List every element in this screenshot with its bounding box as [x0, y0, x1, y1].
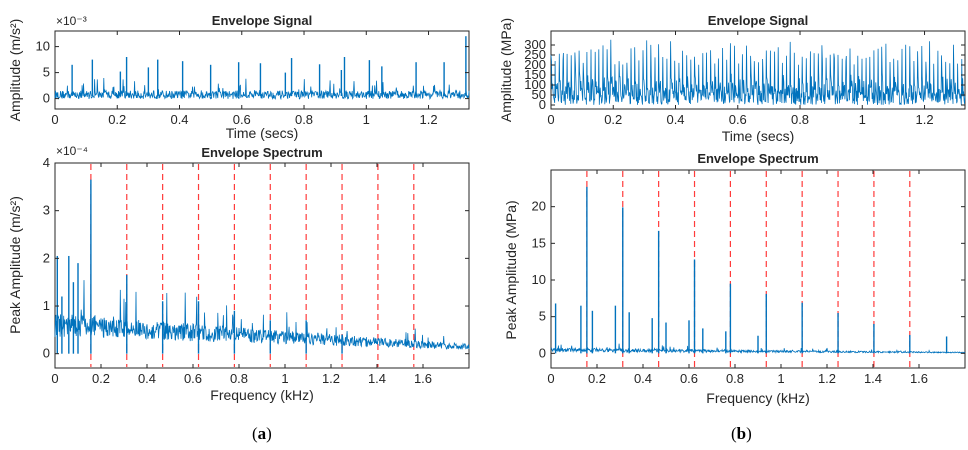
series-line: [550, 39, 966, 106]
x-tick-label: 0: [51, 371, 58, 386]
caption-label: a: [257, 424, 267, 443]
plot-b-signal: Envelope Signal 0 0.2 0.4 0.6 0.8 1 1.2 050100…: [498, 13, 966, 144]
x-axis-label: Frequency (kHz): [210, 387, 313, 403]
y-tick-label: 300: [524, 37, 546, 52]
y-axis-label: Peak Amplitude (m/s²): [7, 196, 23, 334]
y-tick-label: 250: [524, 47, 546, 62]
x-ticks: 0 0.2 0.4 0.6 0.8 1 1.2 1.4 1.6: [547, 170, 928, 386]
x-ticks: 0 0.2 0.4 0.6 0.8 1 1.2 1.4 1.6: [51, 163, 432, 386]
x-tick-label: 0.2: [92, 371, 110, 386]
x-tick-label: 0.8: [295, 112, 313, 127]
x-tick-label: 0.4: [170, 112, 188, 127]
x-tick-label: 0.6: [233, 112, 251, 127]
plot-area: [550, 169, 966, 369]
x-axis-label: Frequency (kHz): [706, 390, 809, 406]
exponent-label: ×10⁻⁴: [56, 144, 88, 158]
harmonic-markers: [90, 164, 415, 367]
plot-a-spectrum: Envelope Spectrum ×10⁻⁴ 0 0.2 0.4 0.6 0.8 1 1.…: [7, 144, 470, 403]
x-axis-label: Time (secs): [722, 128, 795, 144]
x-tick-label: 1.4: [864, 371, 882, 386]
plot-b-spectrum: Envelope Spectrum 0 0.2 0.4 0.6 0.8 1 1.2 1.4 1.…: [503, 151, 966, 406]
y-tick-label: 0: [43, 91, 50, 106]
caption-close: ): [266, 424, 272, 443]
x-tick-label: 0.2: [588, 371, 606, 386]
caption-open: (: [731, 424, 737, 443]
y-tick-label: 150: [524, 67, 546, 82]
plot-title: Envelope Spectrum: [201, 145, 322, 160]
y-tick-label: 3: [43, 203, 50, 218]
y-tick-label: 20: [532, 199, 546, 214]
plot-a-signal: Envelope Signal ×10⁻³ 0 0.2 0.4 0.6 0.8 1 1.2 …: [7, 13, 470, 141]
series-line: [54, 77, 470, 101]
y-tick-label: 0: [539, 345, 546, 360]
spectrum-trace: [550, 186, 966, 354]
plot-area: [54, 162, 470, 369]
y-tick-label: 10: [36, 39, 50, 54]
x-tick-label: 0.2: [604, 112, 622, 127]
plot-title: Envelope Signal: [708, 13, 808, 28]
x-tick-label: 0.8: [230, 371, 248, 386]
series-line: [54, 280, 470, 351]
x-tick-label: 0: [51, 112, 58, 127]
y-tick-label: 1: [43, 298, 50, 313]
caption-close: ): [746, 424, 752, 443]
x-tick-label: 1: [777, 371, 784, 386]
y-tick-label: 200: [524, 57, 546, 72]
x-tick-label: 1.2: [915, 112, 933, 127]
caption-label: b: [736, 424, 747, 443]
x-tick-label: 1: [859, 112, 866, 127]
x-tick-label: 0.4: [666, 112, 684, 127]
x-tick-label: 1.2: [419, 112, 437, 127]
x-ticks: 0 0.2 0.4 0.6 0.8 1 1.2: [51, 31, 438, 127]
x-tick-label: 0.4: [138, 371, 156, 386]
plot-title: Envelope Signal: [212, 13, 312, 28]
y-tick-label: 2: [43, 250, 50, 265]
y-tick-label: 100: [524, 77, 546, 92]
y-tick-label: 10: [532, 272, 546, 287]
x-tick-label: 0.6: [184, 371, 202, 386]
x-tick-label: 0.4: [634, 371, 652, 386]
spectrum-trace: [54, 179, 470, 354]
x-tick-label: 1.6: [414, 371, 432, 386]
x-tick-label: 0: [547, 112, 554, 127]
caption-a: (a): [252, 424, 272, 444]
x-tick-label: 0: [547, 371, 554, 386]
x-tick-label: 1: [281, 371, 288, 386]
y-tick-label: 5: [43, 65, 50, 80]
y-axis-label: Amplitude (MPa): [498, 18, 514, 122]
x-tick-label: 0.6: [729, 112, 747, 127]
x-tick-label: 0.8: [726, 371, 744, 386]
y-tick-label: 50: [532, 87, 546, 102]
x-tick-label: 0.6: [680, 371, 698, 386]
signal-trace: [550, 39, 966, 106]
x-tick-label: 1.6: [910, 371, 928, 386]
y-tick-label: 5: [539, 309, 546, 324]
y-tick-label: 4: [43, 155, 50, 170]
y-tick-label: 0: [539, 97, 546, 112]
caption-open: (: [252, 424, 258, 443]
x-tick-label: 1.4: [368, 371, 386, 386]
x-axis-label: Time (secs): [226, 125, 299, 141]
exponent-label: ×10⁻³: [56, 14, 87, 28]
caption-b: (b): [731, 424, 752, 444]
x-tick-label: 1.2: [818, 371, 836, 386]
y-ticks: 0 5 10: [36, 39, 469, 106]
plot-title: Envelope Spectrum: [697, 151, 818, 166]
y-ticks: 0 5 10 15 20: [532, 199, 965, 360]
x-ticks: 0 0.2 0.4 0.6 0.8 1 1.2: [547, 31, 934, 127]
y-tick-label: 15: [532, 235, 546, 250]
y-axis-label: Peak Amplitude (MPa): [503, 200, 519, 339]
y-axis-label: Amplitude (m/s²): [7, 19, 23, 122]
x-tick-label: 1.2: [322, 371, 340, 386]
x-tick-label: 0.2: [108, 112, 126, 127]
y-tick-label: 0: [43, 346, 50, 361]
x-tick-label: 0.8: [791, 112, 809, 127]
y-ticks: 0 1 2 3 4: [43, 155, 469, 361]
x-tick-label: 1: [363, 112, 370, 127]
signal-trace: [54, 36, 470, 101]
